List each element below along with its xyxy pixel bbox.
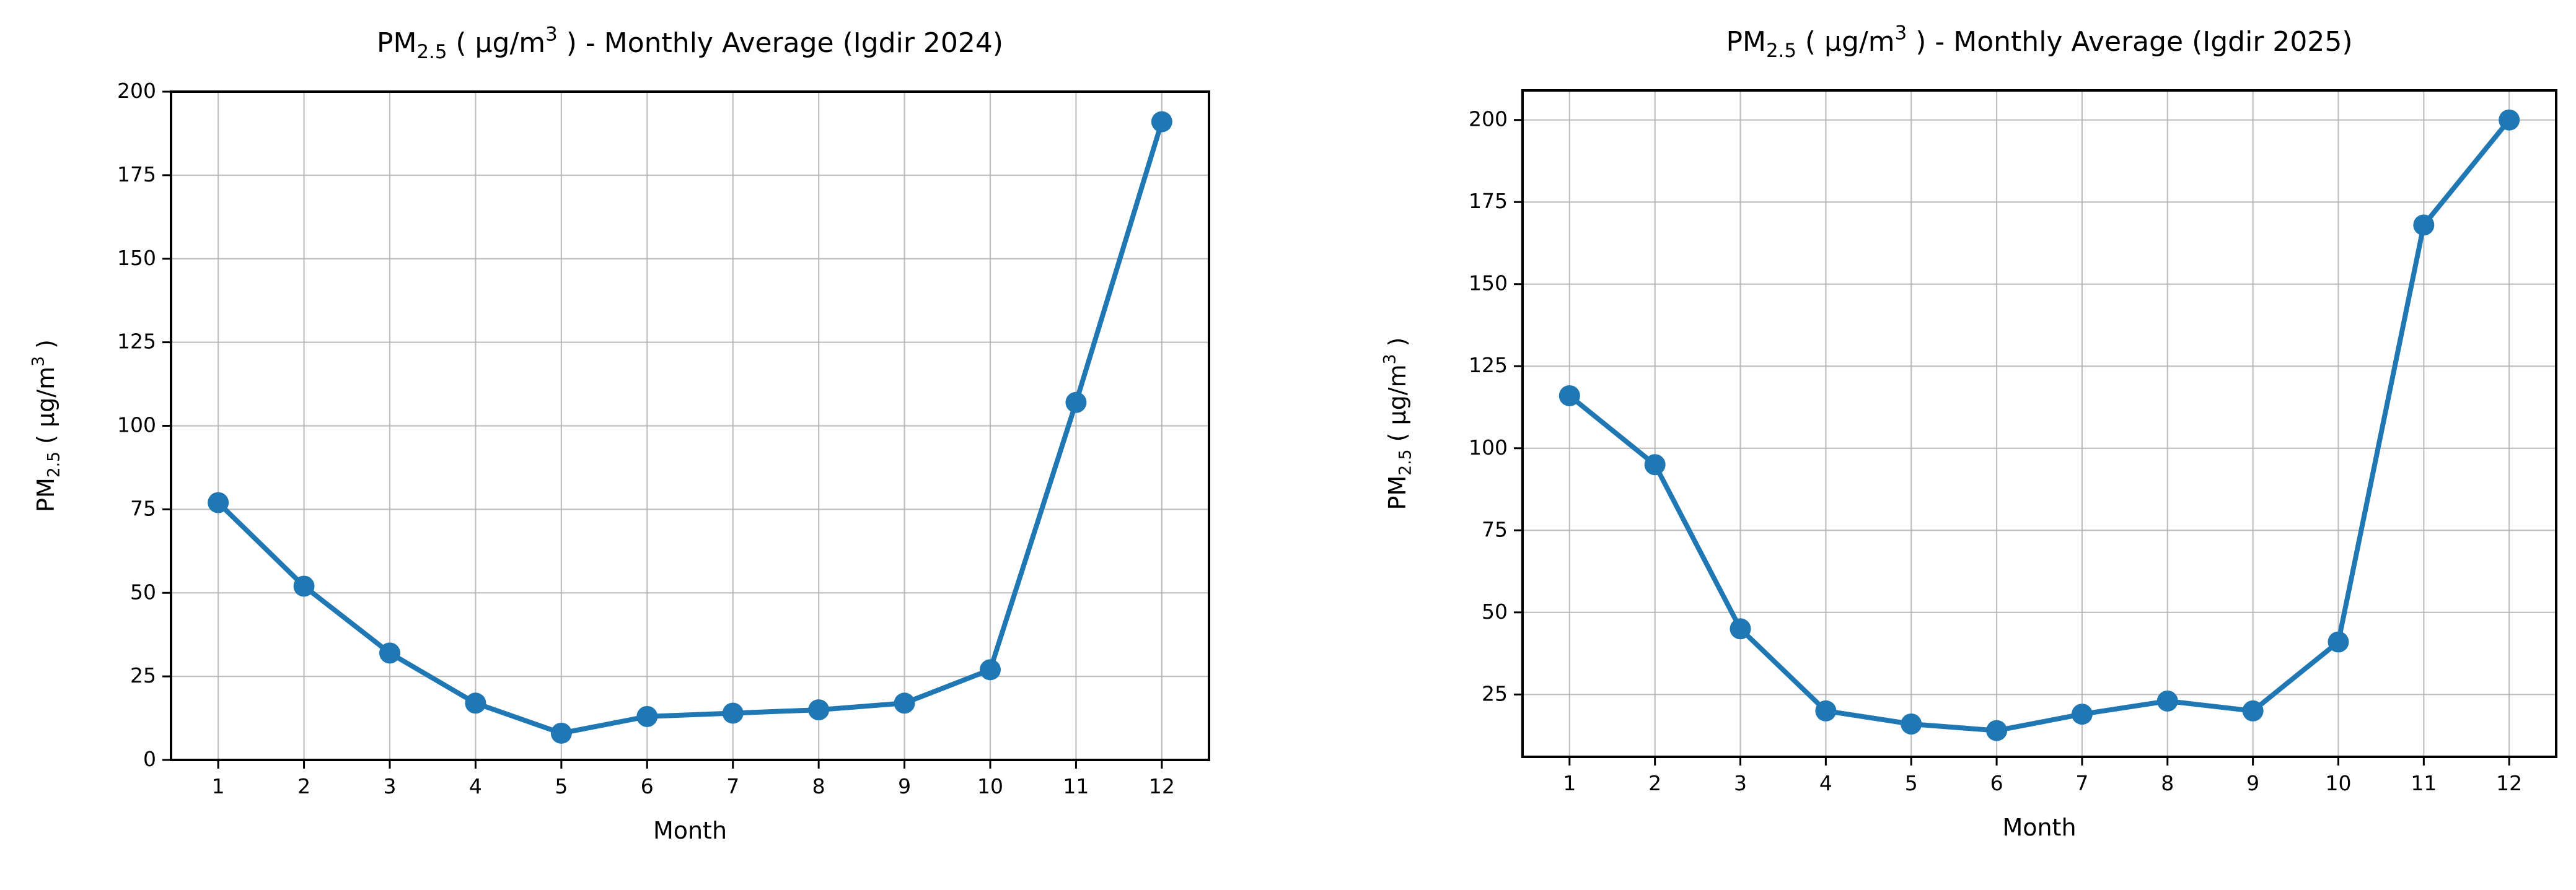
data-point	[1644, 454, 1666, 476]
y-tick-label: 125	[1469, 353, 1508, 377]
data-point	[293, 575, 315, 597]
data-point	[208, 492, 229, 513]
y-tick-label: 150	[117, 245, 156, 269]
y-axis-label: PM2.5 ( µg/m3 )	[29, 339, 63, 512]
x-tick-label: 8	[2161, 771, 2174, 795]
y-tick-label: 50	[130, 580, 156, 604]
y-tick-label: 200	[117, 79, 156, 103]
x-tick-label: 2	[1648, 771, 1661, 795]
y-tick-label: 75	[130, 496, 156, 520]
data-point	[636, 705, 658, 727]
x-tick-label: 9	[898, 774, 911, 798]
data-line	[1568, 118, 2512, 733]
x-axis-label: Month	[653, 817, 727, 844]
x-tick-label: 2	[297, 774, 310, 798]
x-tick-label: 11	[2411, 771, 2437, 795]
y-tick-label: 175	[1469, 189, 1508, 213]
y-tick-label: 125	[117, 329, 156, 353]
x-tick-label: 6	[1990, 771, 2003, 795]
x-tick-label: 4	[469, 774, 482, 798]
chart-title: PM2.5 ( µg/m3 ) - Monthly Average (Igdir…	[1726, 22, 2352, 62]
y-tick-label: 50	[1482, 599, 1508, 623]
x-tick-label: 7	[726, 774, 739, 798]
data-point	[379, 642, 400, 664]
x-tick-label: 12	[2496, 771, 2522, 795]
y-tick-label: 150	[1469, 271, 1508, 295]
y-tick-label: 100	[117, 412, 156, 437]
x-tick-label: 3	[1734, 771, 1747, 795]
data-point	[2071, 704, 2093, 725]
y-tick-label: 0	[143, 747, 156, 771]
data-point	[1730, 618, 1751, 640]
data-point	[2499, 109, 2520, 131]
axes-frame	[170, 90, 1210, 761]
data-point	[550, 722, 572, 744]
data-point	[1901, 713, 1922, 735]
x-tick-label: 3	[383, 774, 396, 798]
data-point	[465, 692, 486, 714]
y-tick-label: 175	[117, 162, 156, 186]
x-tick-label: 5	[555, 774, 568, 798]
y-tick-label: 25	[1482, 681, 1508, 705]
x-tick-label: 8	[812, 774, 825, 798]
x-tick-label: 10	[977, 774, 1003, 798]
data-line	[216, 121, 1164, 736]
x-tick-label: 12	[1149, 774, 1175, 798]
data-point	[2413, 214, 2435, 236]
data-point	[1815, 700, 1837, 722]
axes-frame	[1521, 89, 2557, 758]
data-point	[894, 692, 915, 714]
x-tick-label: 1	[212, 774, 225, 798]
data-point	[1558, 385, 1580, 406]
x-tick-label: 6	[641, 774, 654, 798]
data-point	[722, 702, 744, 724]
x-tick-label: 7	[2075, 771, 2088, 795]
x-tick-label: 5	[1905, 771, 1918, 795]
data-point	[2328, 631, 2349, 653]
data-point	[808, 699, 830, 721]
data-point	[980, 659, 1001, 681]
x-tick-label: 1	[1563, 771, 1576, 795]
y-axis-label: PM2.5 ( µg/m3 )	[1380, 338, 1415, 510]
data-point	[1151, 111, 1172, 133]
x-tick-label: 10	[2325, 771, 2351, 795]
x-tick-label: 9	[2246, 771, 2259, 795]
data-point	[2156, 690, 2178, 712]
x-tick-label: 4	[1819, 771, 1832, 795]
data-point	[1986, 720, 2008, 741]
y-tick-label: 25	[130, 663, 156, 687]
chart-title: PM2.5 ( µg/m3 ) - Monthly Average (Igdir…	[377, 23, 1003, 63]
x-axis-label: Month	[2002, 814, 2076, 841]
data-point	[1065, 391, 1087, 413]
data-point	[2242, 700, 2264, 722]
x-tick-label: 11	[1063, 774, 1089, 798]
y-tick-label: 200	[1469, 107, 1508, 131]
y-tick-label: 100	[1469, 435, 1508, 459]
y-tick-label: 75	[1482, 517, 1508, 541]
